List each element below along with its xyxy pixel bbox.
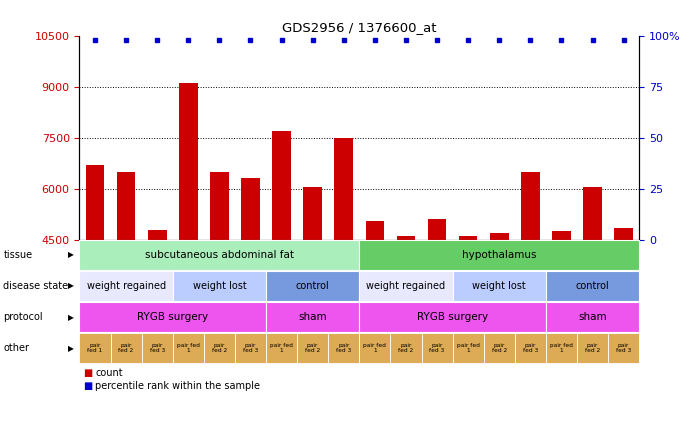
Bar: [552, 231, 571, 240]
Text: hypothalamus: hypothalamus: [462, 250, 536, 260]
Text: pair
fed 3: pair fed 3: [149, 343, 165, 353]
Text: control: control: [576, 281, 609, 291]
Text: pair fed
1: pair fed 1: [550, 343, 573, 353]
Text: pair
fed 2: pair fed 2: [398, 343, 414, 353]
Bar: [428, 219, 446, 240]
Text: disease state: disease state: [3, 281, 68, 291]
Text: pair
fed 3: pair fed 3: [243, 343, 258, 353]
Text: percentile rank within the sample: percentile rank within the sample: [95, 381, 261, 391]
Bar: [490, 233, 509, 240]
Text: pair
fed 2: pair fed 2: [211, 343, 227, 353]
Text: ▶: ▶: [68, 250, 74, 259]
Bar: [614, 228, 633, 240]
Bar: [583, 187, 602, 240]
Text: ■: ■: [83, 381, 92, 391]
Bar: [459, 236, 477, 240]
Bar: [179, 83, 198, 240]
Text: ▶: ▶: [68, 344, 74, 353]
Text: pair
fed 3: pair fed 3: [336, 343, 352, 353]
Text: pair fed
1: pair fed 1: [177, 343, 200, 353]
Bar: [366, 221, 384, 240]
Text: pair fed
1: pair fed 1: [270, 343, 293, 353]
Bar: [272, 131, 291, 240]
Bar: [117, 172, 135, 240]
Text: weight regained: weight regained: [86, 281, 166, 291]
Text: RYGB surgery: RYGB surgery: [417, 312, 488, 322]
Text: pair
fed 3: pair fed 3: [522, 343, 538, 353]
Text: weight lost: weight lost: [473, 281, 526, 291]
Text: pair fed
1: pair fed 1: [457, 343, 480, 353]
Text: protocol: protocol: [3, 312, 43, 322]
Text: pair
fed 3: pair fed 3: [616, 343, 632, 353]
Text: ■: ■: [83, 369, 92, 378]
Bar: [210, 172, 229, 240]
Text: pair
fed 1: pair fed 1: [88, 343, 102, 353]
Text: pair
fed 2: pair fed 2: [118, 343, 134, 353]
Text: count: count: [95, 369, 123, 378]
Text: pair
fed 2: pair fed 2: [491, 343, 507, 353]
Bar: [334, 138, 353, 240]
Text: ▶: ▶: [68, 313, 74, 321]
Text: RYGB surgery: RYGB surgery: [138, 312, 208, 322]
Bar: [241, 178, 260, 240]
Text: sham: sham: [578, 312, 607, 322]
Text: sham: sham: [299, 312, 327, 322]
Text: subcutaneous abdominal fat: subcutaneous abdominal fat: [145, 250, 294, 260]
Text: pair
fed 3: pair fed 3: [429, 343, 445, 353]
Bar: [521, 172, 540, 240]
Bar: [86, 165, 104, 240]
Title: GDS2956 / 1376600_at: GDS2956 / 1376600_at: [282, 21, 437, 34]
Bar: [148, 230, 167, 240]
Text: weight regained: weight regained: [366, 281, 446, 291]
Text: pair fed
1: pair fed 1: [363, 343, 386, 353]
Text: pair
fed 2: pair fed 2: [305, 343, 321, 353]
Text: weight lost: weight lost: [193, 281, 246, 291]
Text: other: other: [3, 343, 30, 353]
Text: pair
fed 2: pair fed 2: [585, 343, 600, 353]
Bar: [303, 187, 322, 240]
Bar: [397, 236, 415, 240]
Text: tissue: tissue: [3, 250, 32, 260]
Text: ▶: ▶: [68, 281, 74, 290]
Text: control: control: [296, 281, 330, 291]
